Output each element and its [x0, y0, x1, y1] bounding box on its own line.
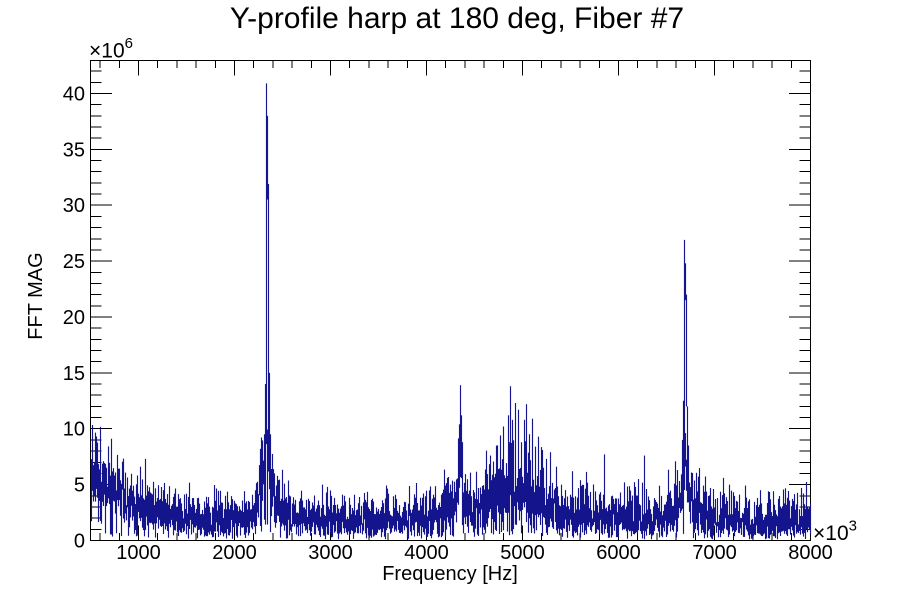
svg-text:Frequency [Hz]: Frequency [Hz] — [382, 563, 518, 585]
svg-text:10: 10 — [63, 419, 85, 441]
svg-text:35: 35 — [63, 139, 85, 161]
svg-text:5000: 5000 — [500, 542, 545, 564]
svg-text:40: 40 — [63, 84, 85, 106]
svg-text:1000: 1000 — [116, 542, 161, 564]
svg-text:3000: 3000 — [308, 542, 353, 564]
svg-text:4000: 4000 — [404, 542, 449, 564]
svg-text:20: 20 — [63, 307, 85, 329]
svg-text:8000: 8000 — [788, 542, 833, 564]
svg-text:25: 25 — [63, 251, 85, 273]
svg-text:30: 30 — [63, 195, 85, 217]
svg-text:0: 0 — [74, 531, 85, 553]
svg-text:FFT MAG: FFT MAG — [25, 252, 47, 339]
svg-text:15: 15 — [63, 363, 85, 385]
svg-text:Y-profile harp at 180 deg, Fib: Y-profile harp at 180 deg, Fiber #7 — [230, 2, 684, 35]
svg-text:6000: 6000 — [596, 542, 641, 564]
svg-text:2000: 2000 — [212, 542, 257, 564]
svg-text:5: 5 — [74, 475, 85, 497]
svg-text:7000: 7000 — [692, 542, 737, 564]
